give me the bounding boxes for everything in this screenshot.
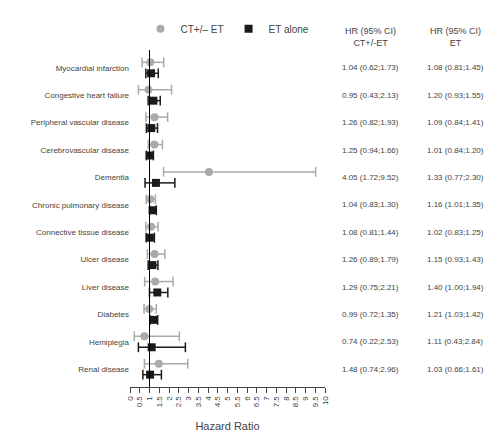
svg-text:Hemiplegia: Hemiplegia (89, 338, 130, 347)
svg-text:1.21 (1.03;1.42): 1.21 (1.03;1.42) (427, 310, 484, 319)
svg-text:1.40 (1.00;1.94): 1.40 (1.00;1.94) (427, 283, 484, 292)
svg-text:1.16 (1.01;1.35): 1.16 (1.01;1.35) (427, 200, 484, 209)
svg-text:1.20 (0.93;1.55): 1.20 (0.93;1.55) (427, 91, 484, 100)
svg-text:Cerebrovascular disease: Cerebrovascular disease (41, 146, 130, 155)
svg-text:5: 5 (223, 396, 232, 401)
svg-text:8.5: 8.5 (291, 396, 300, 408)
svg-text:1.15 (0.93;1.43): 1.15 (0.93;1.43) (427, 255, 484, 264)
svg-text:Myocardial infarction: Myocardial infarction (56, 64, 129, 73)
svg-text:ET alone: ET alone (269, 24, 309, 35)
svg-text:6.5: 6.5 (252, 396, 261, 408)
svg-text:1.25 (0.94;1.66): 1.25 (0.94;1.66) (342, 146, 399, 155)
svg-text:2: 2 (165, 396, 174, 401)
svg-text:Renal disease: Renal disease (78, 365, 129, 374)
svg-text:Ulcer disease: Ulcer disease (81, 255, 130, 264)
svg-text:Congestive heart failure: Congestive heart failure (45, 91, 130, 100)
svg-text:6: 6 (243, 396, 252, 401)
svg-text:8: 8 (282, 396, 291, 401)
svg-text:0.74 (0.22;2.53): 0.74 (0.22;2.53) (342, 337, 399, 346)
svg-text:10: 10 (321, 396, 330, 405)
svg-text:0.95 (0.43;2.13): 0.95 (0.43;2.13) (342, 91, 399, 100)
svg-text:1.11 (0.43;2.84): 1.11 (0.43;2.84) (427, 337, 483, 346)
svg-text:9: 9 (301, 396, 310, 401)
svg-text:Dementia: Dementia (95, 173, 130, 182)
svg-text:4.05 (1.72;9.52): 4.05 (1.72;9.52) (342, 173, 399, 182)
svg-text:CT+/– ET: CT+/– ET (181, 24, 224, 35)
svg-text:1.29 (0.75;2.21): 1.29 (0.75;2.21) (342, 283, 399, 292)
svg-text:1.01 (0.84;1.20): 1.01 (0.84;1.20) (427, 146, 484, 155)
svg-text:7.5: 7.5 (272, 396, 281, 408)
svg-text:Connective tissue disease: Connective tissue disease (36, 228, 129, 237)
svg-text:1: 1 (145, 396, 154, 401)
svg-text:3: 3 (184, 396, 193, 401)
svg-text:1.5: 1.5 (155, 396, 164, 408)
svg-text:Chronic pulmonary disease: Chronic pulmonary disease (32, 201, 129, 210)
svg-text:2.5: 2.5 (174, 396, 183, 408)
svg-text:4: 4 (204, 396, 213, 401)
svg-text:9.5: 9.5 (311, 396, 320, 408)
svg-text:0.99 (0.72;1.35): 0.99 (0.72;1.35) (342, 310, 399, 319)
svg-text:1.26 (0.82;1.93): 1.26 (0.82;1.93) (342, 118, 399, 127)
svg-text:4.5: 4.5 (213, 396, 222, 408)
svg-text:1.04 (0.62;1.73): 1.04 (0.62;1.73) (342, 63, 399, 72)
svg-text:1.02 (0.83;1.25): 1.02 (0.83;1.25) (427, 228, 484, 237)
svg-text:Peripheral vascular disease: Peripheral vascular disease (31, 118, 130, 127)
svg-text:HR (95% CI)ET: HR (95% CI)ET (430, 26, 481, 48)
svg-text:5.5: 5.5 (233, 396, 242, 408)
svg-text:1.08 (0.81;1.44): 1.08 (0.81;1.44) (342, 228, 399, 237)
svg-text:Liver disease: Liver disease (82, 283, 130, 292)
svg-text:1.48 (0.74;2.96): 1.48 (0.74;2.96) (342, 365, 399, 374)
svg-text:1.33 (0.77;2.30): 1.33 (0.77;2.30) (427, 173, 484, 182)
svg-text:1.09 (0.84;1.41): 1.09 (0.84;1.41) (427, 118, 484, 127)
svg-text:1.08 (0.81;1.45): 1.08 (0.81;1.45) (427, 63, 484, 72)
svg-text:Diabetes: Diabetes (97, 310, 129, 319)
svg-text:0.5: 0.5 (135, 396, 144, 408)
svg-text:1.04 (0.83;1.30): 1.04 (0.83;1.30) (342, 200, 399, 209)
svg-text:7: 7 (262, 396, 271, 401)
svg-text:HR (95% CI)CT+/-ET: HR (95% CI)CT+/-ET (345, 26, 396, 48)
svg-text:1.03 (0.66;1.61): 1.03 (0.66;1.61) (427, 365, 484, 374)
svg-text:0: 0 (126, 396, 135, 401)
svg-text:Hazard Ratio: Hazard Ratio (195, 420, 259, 432)
svg-text:3.5: 3.5 (194, 396, 203, 408)
svg-text:1.26 (0.89;1.79): 1.26 (0.89;1.79) (342, 255, 399, 264)
